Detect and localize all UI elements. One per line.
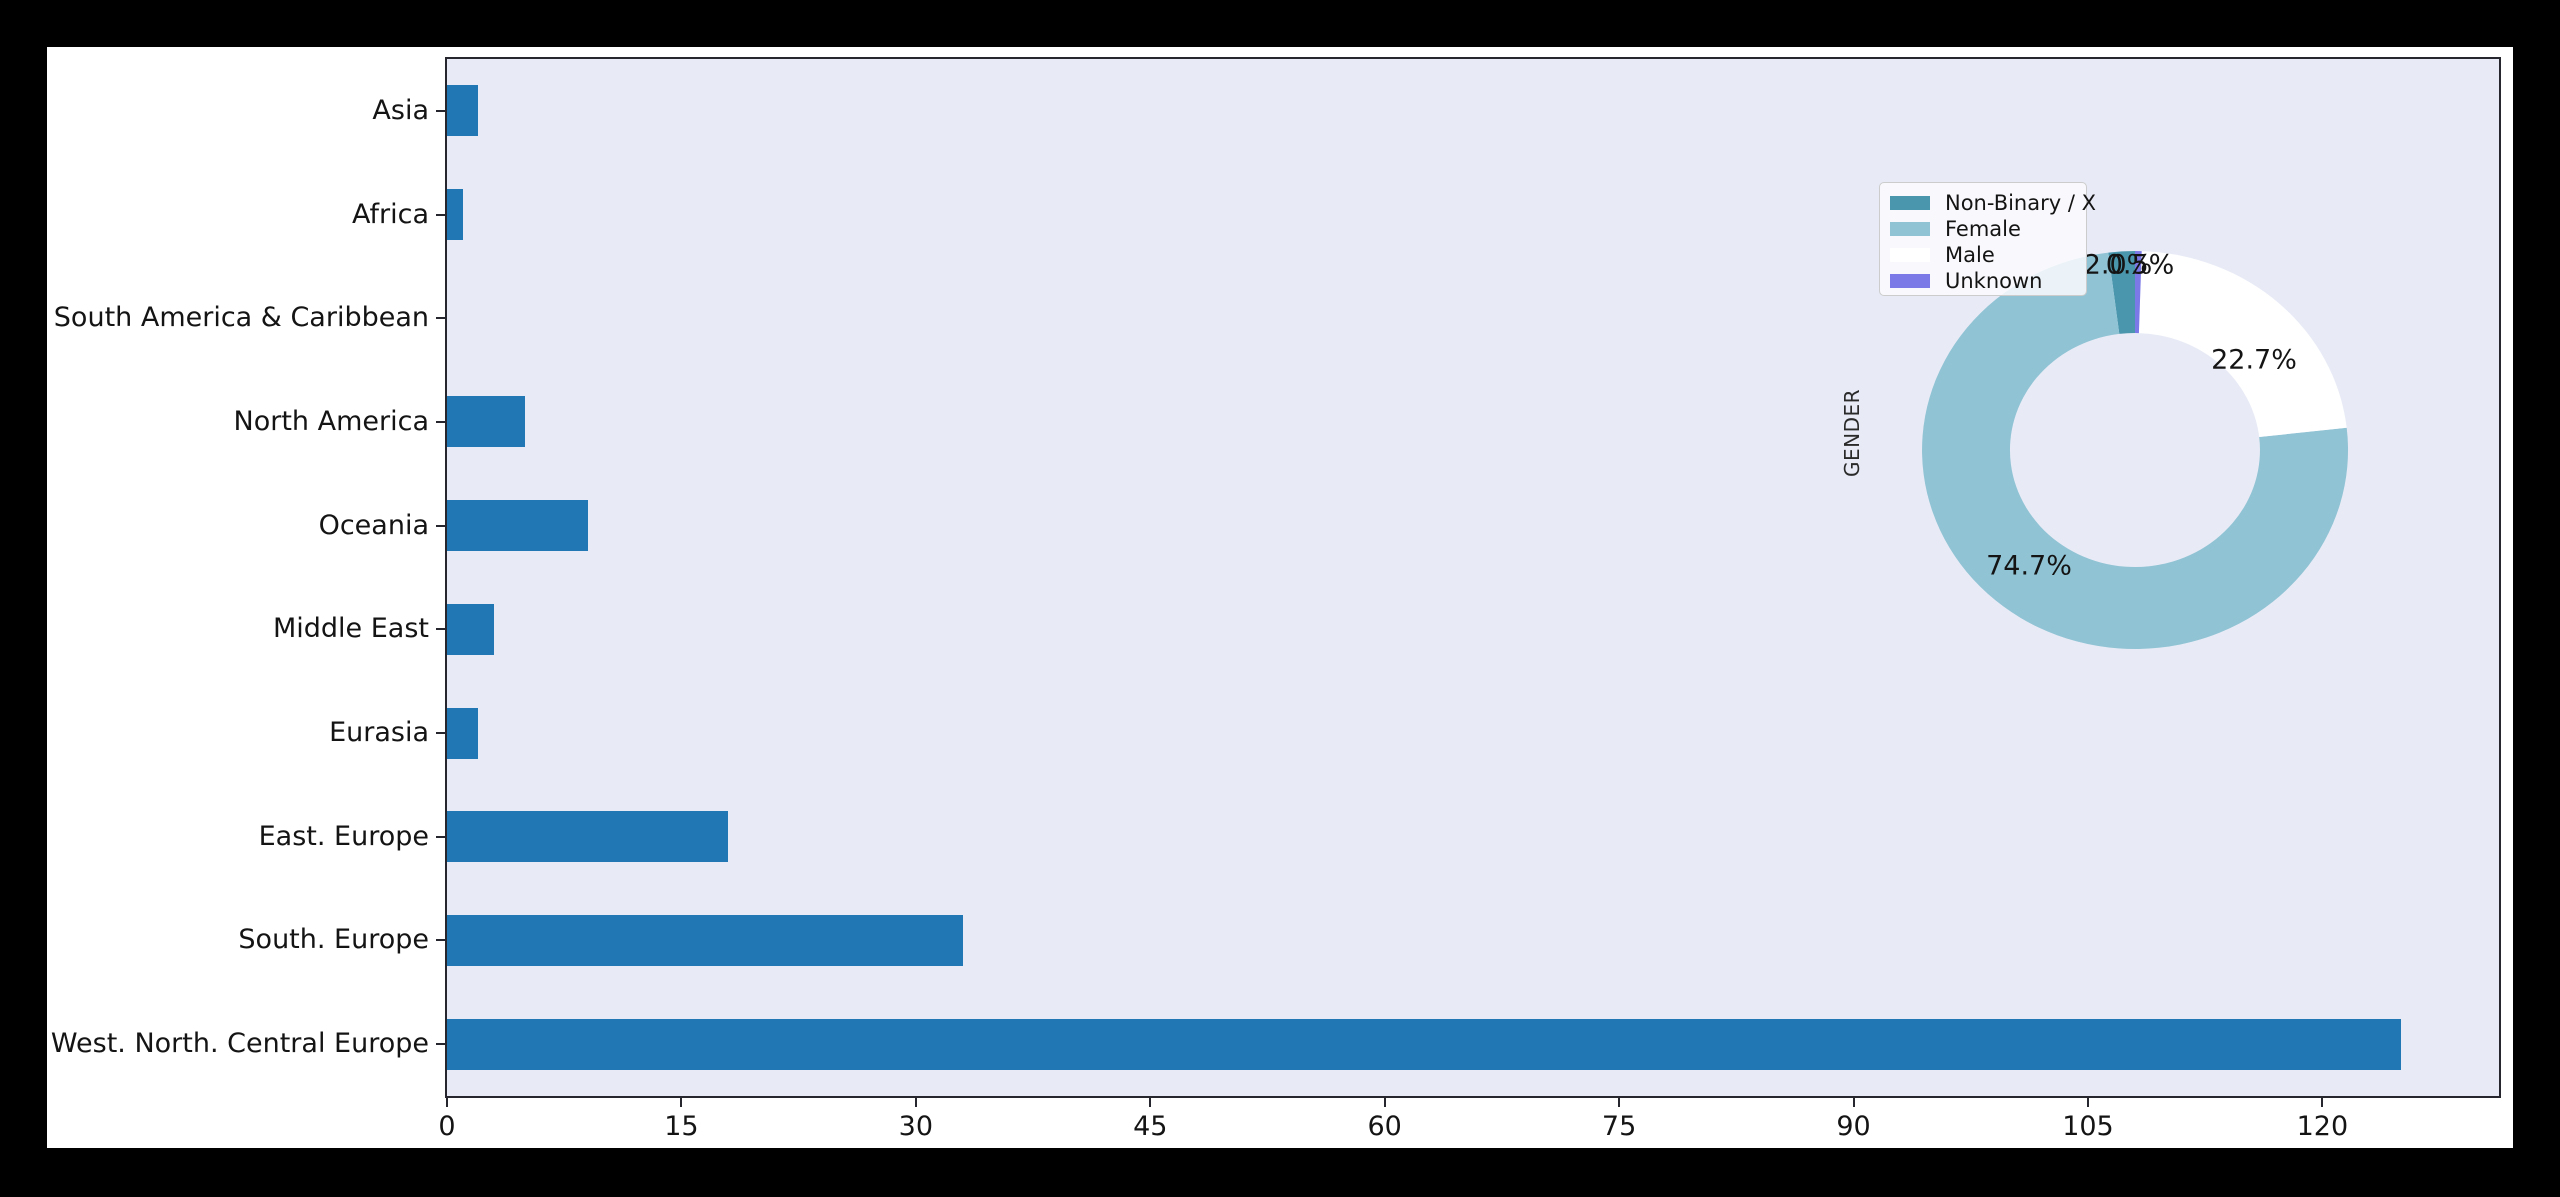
x-tick-mark [1149, 1098, 1152, 1107]
legend-swatch-female [1890, 222, 1930, 236]
x-tick-label-120: 120 [2296, 1111, 2349, 1142]
y-tick-mark [436, 524, 445, 527]
x-tick-mark [680, 1098, 683, 1107]
donut-slice-non-binary-x [2108, 251, 2135, 334]
x-tick-label-15: 15 [664, 1111, 699, 1142]
bar-middle-east [447, 603, 494, 655]
legend-swatch-unknown [1890, 274, 1930, 288]
bar-south-europe [447, 914, 963, 966]
y-tick-mark [436, 939, 445, 942]
donut-slice-female [1922, 252, 2349, 650]
x-tick-label-0: 0 [438, 1111, 456, 1142]
donut-legend: Non-Binary / X Female Male Unknown [1879, 182, 2096, 296]
x-tick-mark [1852, 1098, 1855, 1107]
y-tick-mark [436, 109, 445, 112]
y-tick-label-africa: Africa [351, 198, 429, 230]
bar-africa [447, 189, 463, 241]
x-tick-label-105: 105 [2062, 1111, 2114, 1142]
legend-label-male: Male [1945, 243, 1995, 267]
x-tick-mark [2321, 1098, 2324, 1107]
gender-donut-chart [1922, 251, 2349, 650]
y-tick-label-eurasia: Eurasia [329, 717, 429, 749]
legend-label-unknown: Unknown [1945, 269, 2043, 293]
bar-north-america [447, 396, 526, 448]
x-tick-mark [914, 1098, 917, 1107]
x-tick-mark [446, 1098, 448, 1107]
y-tick-label-west-north-central-europe: West. North. Central Europe [50, 1028, 429, 1060]
bar-west-north-central-europe [447, 1018, 2401, 1070]
y-tick-label-east-europe: East. Europe [258, 820, 429, 852]
y-tick-mark [436, 420, 445, 423]
y-tick-mark [436, 732, 445, 735]
bar-east-europe [447, 811, 729, 863]
donut-pct-label-unknown: 0.5% [2105, 249, 2175, 281]
legend-label-female: Female [1945, 217, 2021, 241]
bar-chart-plot-area: 2.0% 74.7% 22.7% 0.5% GENDER Non-Binary / X… [445, 57, 2501, 1098]
donut-slice-unknown [2135, 251, 2142, 334]
legend-item-male: Male [1890, 243, 2074, 267]
legend-swatch-male [1890, 248, 1930, 262]
legend-item-non-binary-x: Non-Binary / X [1890, 191, 2096, 215]
bar-oceania [447, 500, 588, 552]
x-tick-mark [1618, 1098, 1621, 1107]
y-tick-label-north-america: North America [233, 405, 429, 437]
donut-ylabel: GENDER [1840, 388, 1864, 478]
y-tick-label-asia: Asia [372, 94, 429, 126]
donut-pct-label-non-binary-x: 2.0% [2083, 249, 2153, 281]
x-tick-label-60: 60 [1367, 1111, 1402, 1142]
y-tick-mark [436, 1043, 445, 1046]
x-tick-label-45: 45 [1133, 1111, 1168, 1142]
y-tick-label-south-america-caribbean: South America & Caribbean [53, 302, 429, 334]
bar-eurasia [447, 707, 479, 759]
y-tick-label-oceania: Oceania [318, 509, 429, 541]
y-tick-label-south-europe: South. Europe [238, 924, 429, 956]
figure-canvas: 2.0% 74.7% 22.7% 0.5% GENDER Non-Binary / X… [47, 47, 2513, 1148]
x-tick-mark [1383, 1098, 1386, 1107]
y-tick-mark [436, 317, 445, 320]
legend-swatch-non-binary-x [1890, 196, 1930, 210]
donut-pct-label-female: 74.7% [1986, 550, 2072, 582]
y-tick-label-middle-east: Middle East [272, 613, 429, 645]
x-tick-label-75: 75 [1601, 1111, 1637, 1142]
x-tick-label-30: 30 [898, 1111, 934, 1142]
legend-item-female: Female [1890, 217, 2074, 241]
y-tick-mark [436, 213, 445, 216]
donut-pct-label-male: 22.7% [2211, 344, 2297, 376]
legend-item-unknown: Unknown [1890, 269, 2074, 293]
legend-label-non-binary-x: Non-Binary / X [1945, 191, 2096, 215]
x-tick-mark [2086, 1098, 2089, 1107]
y-tick-mark [436, 835, 445, 838]
donut-slice-male [2138, 251, 2347, 437]
y-tick-mark [436, 628, 445, 631]
x-tick-label-90: 90 [1836, 1111, 1871, 1142]
bar-asia [447, 85, 479, 137]
